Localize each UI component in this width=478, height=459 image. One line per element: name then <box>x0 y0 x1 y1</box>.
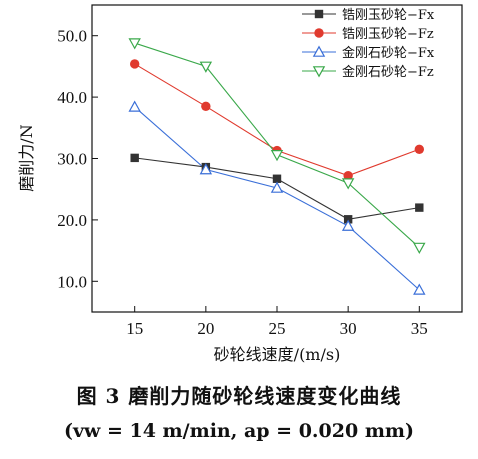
x-tick-label: 35 <box>411 319 428 338</box>
y-tick-label: 50.0 <box>57 27 87 46</box>
data-point-marker <box>341 219 355 231</box>
legend-label: 金刚石砂轮−Fx <box>342 45 435 61</box>
legend-label: 金刚石砂轮−Fz <box>342 64 434 80</box>
x-tick-label: 20 <box>197 319 214 338</box>
data-point-marker <box>343 170 353 181</box>
y-tick-label: 20.0 <box>57 211 87 230</box>
y-tick-label: 30.0 <box>57 150 87 169</box>
y-axis-title: 磨削力/N <box>17 124 36 191</box>
x-axis-title: 砂轮线速度/(m/s) <box>214 345 341 364</box>
y-tick-label: 10.0 <box>57 272 87 291</box>
data-point-marker <box>414 144 425 154</box>
legend: 锆刚玉砂轮−Fx 锆刚玉砂轮−Fz 金刚石砂轮−Fx 金刚石砂轮−Fz <box>302 8 435 80</box>
figure-caption-condition: (vw = 14 m/min, ap = 0.020 mm) <box>63 420 415 442</box>
x-tick-label: 25 <box>269 319 286 338</box>
data-point-marker <box>312 66 326 78</box>
data-point-marker <box>128 100 141 112</box>
line-chart: 15 20 25 30 35 10.0 20.0 30.0 40.0 50.0 砂轮线速度/(m… <box>17 4 463 364</box>
data-point-marker <box>129 59 140 69</box>
series-line <box>134 106 420 291</box>
data-point-marker <box>130 153 139 163</box>
data-point-marker <box>341 178 355 190</box>
data-point-marker <box>128 38 141 50</box>
data-point-marker <box>343 215 353 224</box>
y-tick-label: 40.0 <box>57 88 87 107</box>
data-point-marker <box>199 163 213 175</box>
data-point-marker <box>413 242 426 254</box>
data-point-marker <box>201 101 211 112</box>
data-point-marker <box>270 150 284 162</box>
legend-label: 锆刚玉砂轮−Fx <box>342 8 435 23</box>
data-point-marker <box>413 283 426 295</box>
x-tick-label: 30 <box>340 319 357 338</box>
data-point-marker <box>272 174 282 183</box>
data-point-marker <box>314 28 324 38</box>
x-tick-label: 15 <box>126 319 143 338</box>
series-lines <box>134 42 420 291</box>
legend-label: 锆刚玉砂轮−Fz <box>342 27 434 42</box>
data-point-marker <box>270 181 284 193</box>
data-point-marker <box>312 45 326 57</box>
data-point-marker <box>199 61 213 73</box>
x-axis-ticks: 15 20 25 30 35 <box>126 306 428 338</box>
y-axis-ticks: 10.0 20.0 30.0 40.0 50.0 <box>57 27 98 291</box>
data-point-marker <box>415 203 424 212</box>
figure-caption-title: 图 3 磨削力随砂轮线速度变化曲线 <box>76 384 402 408</box>
series-markers <box>128 38 426 295</box>
data-point-marker <box>314 9 324 19</box>
